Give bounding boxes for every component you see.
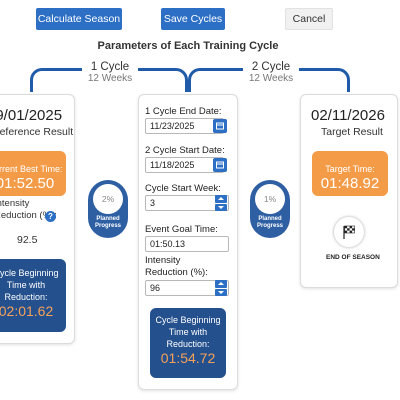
calendar-icon[interactable] xyxy=(213,158,227,172)
progress-1: 2% Planned Progress xyxy=(88,180,128,238)
current-best-label: Current Best Time: xyxy=(0,164,63,174)
save-cycles-button[interactable]: Save Cycles xyxy=(161,8,225,30)
progress-2-percent: 1% xyxy=(255,184,285,214)
form-intensity-input[interactable]: 96 xyxy=(145,280,229,296)
chevron-up-icon[interactable] xyxy=(215,195,227,203)
reference-cycle-box-value: 02:01.62 xyxy=(0,303,54,319)
current-best-box: Current Best Time: 01:52.50 xyxy=(0,151,66,196)
reference-intensity-label-2: Reduction (%): xyxy=(0,210,57,221)
goal-label: Event Goal Time: xyxy=(145,224,218,235)
form-cycle-box-label-3: Reduction: xyxy=(166,339,210,349)
checkered-flag-icon xyxy=(334,217,364,247)
progress-2: 1% Planned Progress xyxy=(250,180,290,238)
end-of-season-label: END OF SEASON xyxy=(326,254,380,261)
form-intensity-label-1: Intensity xyxy=(145,255,181,266)
form-cycle-box: Cycle Beginning Time with Reduction: 01:… xyxy=(150,308,226,378)
cycle-1-name: 1 Cycle xyxy=(90,61,130,73)
chevron-down-icon[interactable] xyxy=(215,203,227,211)
cancel-button[interactable]: Cancel xyxy=(285,8,333,30)
end-date-input[interactable]: 11/23/2025 xyxy=(145,118,224,134)
target-date: 02/11/2026 xyxy=(311,107,385,124)
progress-1-percent: 2% xyxy=(93,184,123,214)
reference-label: Reference Result xyxy=(0,126,74,138)
cycle-2-name: 2 Cycle xyxy=(251,61,291,73)
start-date-input[interactable]: 11/18/2025 xyxy=(145,157,224,173)
form-cycle-box-label-2: Time with xyxy=(168,327,208,337)
target-time-box: Target Time: 01:48.92 xyxy=(312,151,388,196)
start-week-label: Cycle Start Week: xyxy=(145,183,221,194)
progress-1-label-1: Planned xyxy=(96,216,120,222)
progress-2-label-2: Progress xyxy=(256,223,283,229)
cycle-1-header: 1 Cycle 12 Weeks xyxy=(82,61,138,84)
target-label: Target Result xyxy=(321,126,383,138)
calculate-season-button[interactable]: Calculate Season xyxy=(36,8,122,30)
start-week-input[interactable]: 3 xyxy=(145,195,229,211)
reference-cycle-box-label-1: Cycle Beginning xyxy=(0,268,59,278)
target-time-value: 01:48.92 xyxy=(320,175,380,192)
reference-date: 09/01/2025 xyxy=(0,107,63,124)
reference-cycle-box: Cycle Beginning Time with Reduction: 02:… xyxy=(0,259,66,332)
help-icon[interactable]: ? xyxy=(45,211,56,222)
reference-intensity-value: 92.5 xyxy=(17,234,38,246)
form-cycle-box-label-1: Cycle Beginning xyxy=(155,315,221,325)
reference-cycle-box-label-3: Reduction: xyxy=(4,292,48,302)
progress-2-label-1: Planned xyxy=(258,216,282,222)
reference-intensity-label-1: Intensity xyxy=(0,198,30,209)
end-date-label: 1 Cycle End Date: xyxy=(145,106,222,117)
cycle-2-header: 2 Cycle 12 Weeks xyxy=(243,61,299,84)
chevron-down-icon[interactable] xyxy=(215,288,227,296)
start-date-label: 2 Cycle Start Date: xyxy=(145,145,225,156)
form-cycle-box-value: 01:54.72 xyxy=(160,350,216,366)
progress-1-label-2: Progress xyxy=(94,223,121,229)
intensity-stepper[interactable] xyxy=(215,280,227,296)
target-time-label: Target Time: xyxy=(325,164,375,174)
form-intensity-label-2: Reduction (%): xyxy=(145,267,208,278)
cycle-1-weeks: 12 Weeks xyxy=(87,73,133,84)
goal-input[interactable]: 01:50.13 xyxy=(145,236,229,252)
page-title: Parameters of Each Training Cycle xyxy=(97,40,279,52)
current-best-value: 01:52.50 xyxy=(0,175,55,192)
cycle-2-weeks: 12 Weeks xyxy=(248,73,294,84)
chevron-up-icon[interactable] xyxy=(215,280,227,288)
start-week-stepper[interactable] xyxy=(215,195,227,211)
calendar-icon[interactable] xyxy=(213,119,227,133)
reference-cycle-box-label-2: Time with xyxy=(6,280,46,290)
